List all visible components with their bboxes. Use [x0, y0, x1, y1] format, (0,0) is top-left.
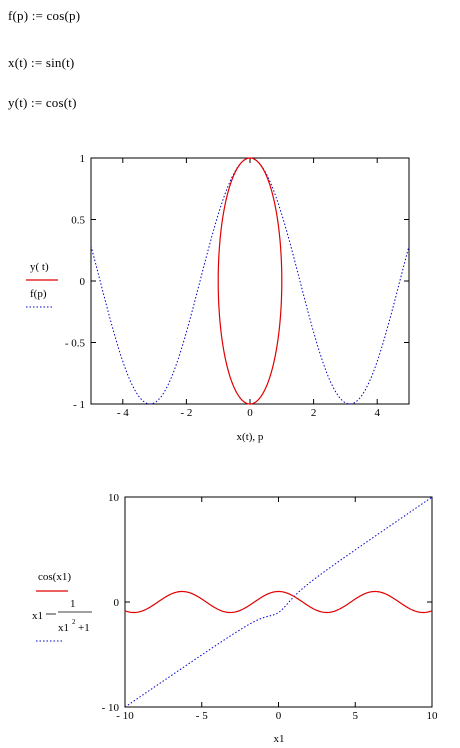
- plot-2-xtick-label: - 5: [196, 710, 208, 722]
- definition-f[interactable]: f(p) := cos(p): [8, 8, 80, 24]
- plot-2-frame: [125, 497, 432, 707]
- plot-1-series-parametric: [218, 158, 282, 404]
- plot-1-frame: [91, 158, 409, 404]
- plot-2-xtick-label: - 10: [116, 710, 134, 722]
- plot-1-xtick-label: 0: [247, 407, 253, 419]
- plot-1-ytick-label: 1: [80, 153, 86, 165]
- plot-2-xtick-label: 0: [276, 710, 282, 722]
- plot-2-ytick-label: 0: [114, 597, 120, 609]
- plot-1-xtick-label: - 4: [117, 407, 129, 419]
- svg-text:x1: x1: [58, 622, 69, 634]
- plot-2-legend-1: cos(x1): [38, 571, 71, 583]
- plot-2-series-cos: [125, 592, 432, 613]
- plot-1-xtick-label: - 2: [180, 407, 192, 419]
- plot-2-ytick-label: 10: [108, 492, 120, 504]
- plot-1-xtick-label: 2: [311, 407, 317, 419]
- plot-2-legend-2: x1 1 x1 2 +1: [32, 598, 92, 634]
- definition-x[interactable]: x(t) := sin(t): [8, 55, 74, 71]
- svg-text:1: 1: [70, 598, 76, 610]
- plot-1-ytick-label: 0.5: [71, 215, 85, 227]
- plot-2-xtick-label: 10: [427, 710, 439, 722]
- plot-2-xlabel: x1: [274, 733, 285, 745]
- plot-1-legend-1: y( t): [30, 261, 49, 273]
- plot-1-ytick-label: - 0.5: [65, 338, 86, 350]
- plot-2-xtick-label: 5: [353, 710, 359, 722]
- plot-1-ytick-label: - 1: [73, 399, 85, 411]
- plot-1-xlabel: x(t), p: [237, 431, 264, 443]
- plot-2-ytick-label: - 10: [102, 702, 120, 714]
- plot-1-series-f: [91, 158, 409, 404]
- svg-text:x1: x1: [32, 610, 43, 622]
- svg-text:+1: +1: [78, 622, 90, 634]
- plot-1-legend-2: f(p): [30, 288, 47, 300]
- plot-1-xtick-label: 4: [374, 407, 380, 419]
- plot-2-series-linear: [125, 497, 432, 707]
- definition-y[interactable]: y(t) := cos(t): [8, 95, 77, 111]
- svg-text:2: 2: [72, 618, 76, 626]
- plot-1-ytick-label: 0: [80, 276, 86, 288]
